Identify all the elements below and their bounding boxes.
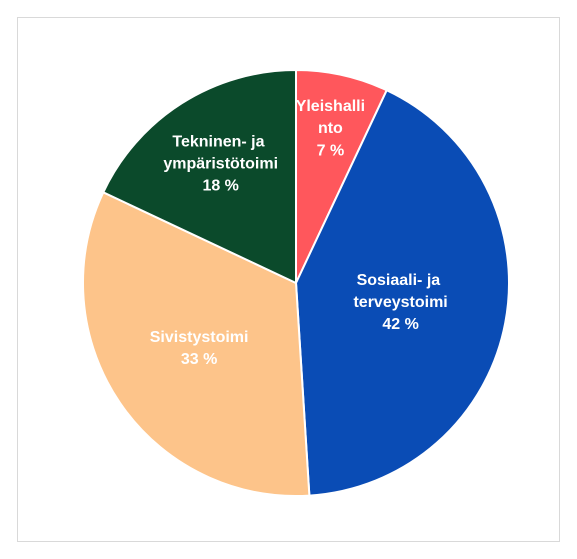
category-label: Sivistystoimi (150, 329, 249, 346)
label-line: ympäristötoimi (163, 156, 278, 173)
label-line: Tekninen- ja (172, 134, 269, 151)
pie-slice (101, 68, 297, 285)
pie-slice (294, 88, 510, 497)
category-label: Tekninen- ja ympäristötoimi (163, 134, 278, 173)
label-line: Sosiaali- ja (357, 272, 445, 289)
category-label: Sosiaali- ja terveystoimi (353, 272, 447, 311)
label-line: Sivistystoimi (150, 329, 249, 346)
pie-slice (82, 190, 311, 497)
value-label: 33 % (181, 351, 217, 368)
value-label: 7 % (317, 142, 345, 159)
label-line: Yleishalli (296, 98, 365, 115)
label-line: terveystoimi (353, 294, 447, 311)
category-label: Yleishalli nto (296, 98, 365, 137)
value-label: 18 % (202, 178, 238, 195)
label-line: nto (318, 120, 343, 137)
value-label: 42 % (382, 316, 418, 333)
